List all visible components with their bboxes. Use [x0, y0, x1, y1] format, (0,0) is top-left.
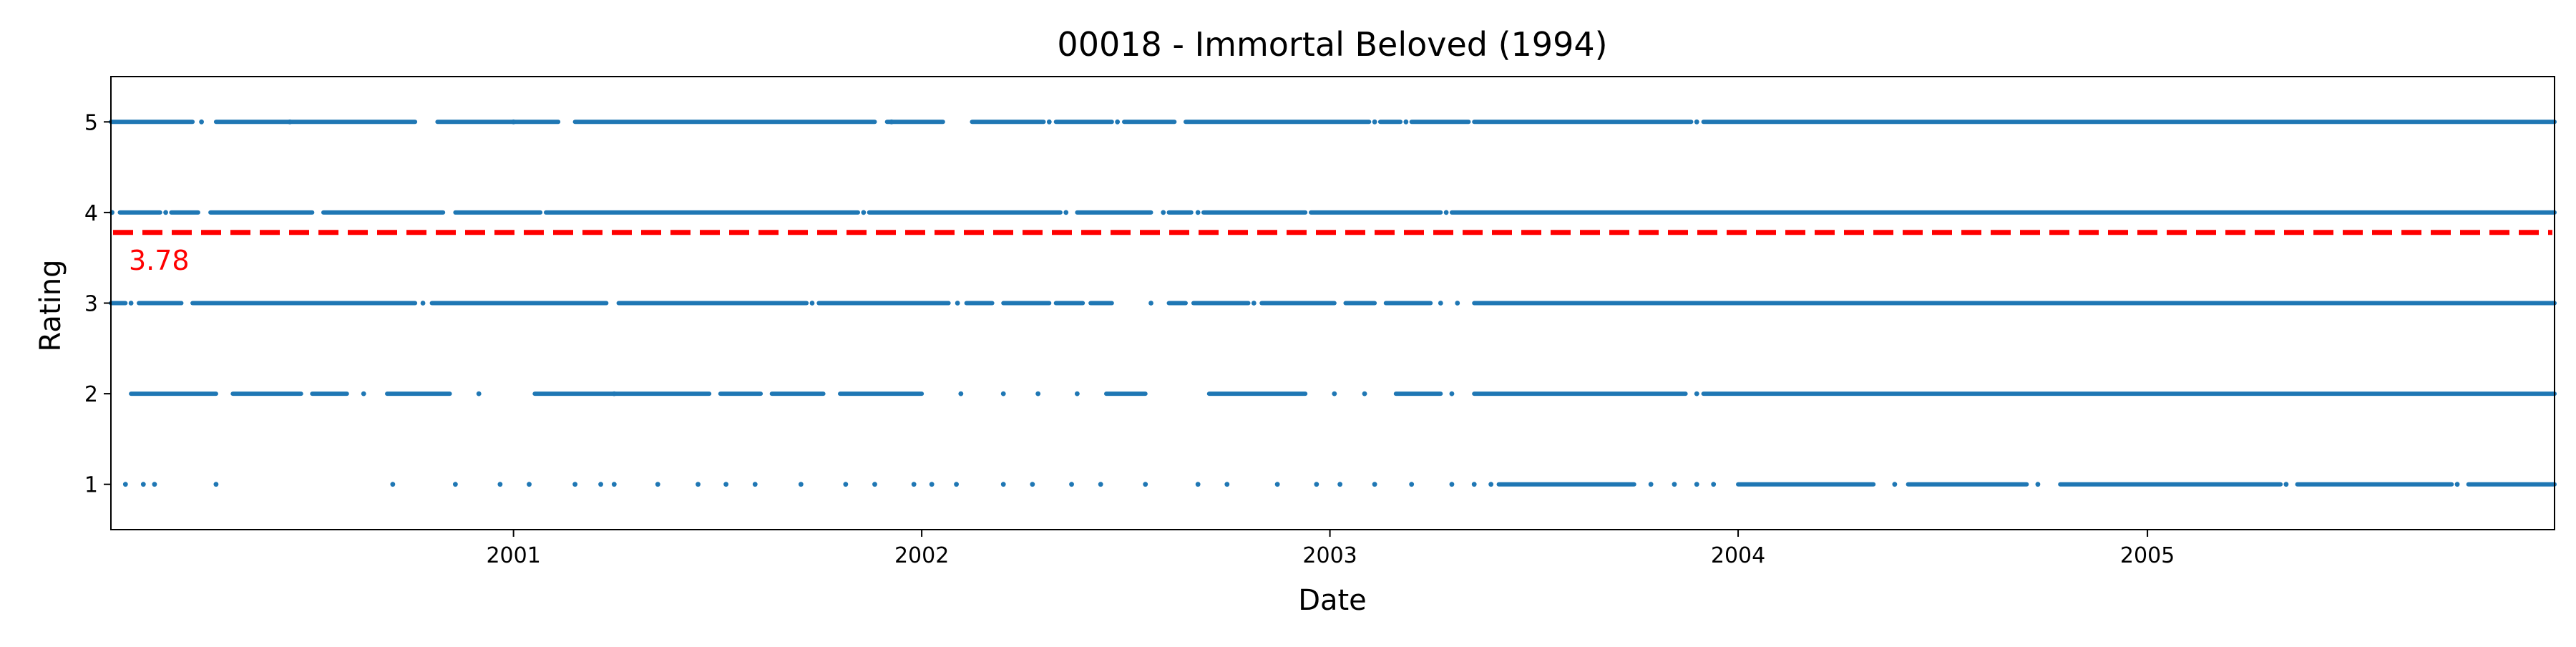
data-point-rating-1	[1337, 482, 1343, 487]
data-point-rating-5	[889, 119, 894, 125]
y-tick-label: 2	[84, 382, 98, 407]
data-point-rating-1	[798, 482, 804, 487]
data-point-rating-1	[2035, 482, 2041, 487]
data-point-rating-2	[1035, 391, 1041, 397]
data-point-rating-1	[152, 482, 157, 487]
data-point-rating-1	[1409, 482, 1415, 487]
data-point-rating-2	[611, 391, 617, 397]
data-point-rating-2	[1332, 391, 1337, 397]
data-point-rating-1	[452, 482, 458, 487]
x-tick-label: 2005	[2120, 543, 2175, 568]
x-axis-label: Date	[1298, 584, 1367, 617]
y-axis-label: Rating	[34, 260, 67, 352]
data-point-rating-3	[420, 301, 426, 306]
data-point-rating-4	[1195, 210, 1201, 215]
data-point-rating-1	[2283, 482, 2289, 487]
data-point-rating-1	[1648, 482, 1654, 487]
data-point-rating-1	[655, 482, 660, 487]
data-point-rating-5	[287, 119, 293, 125]
data-point-rating-1	[572, 482, 578, 487]
data-point-rating-5	[199, 119, 204, 125]
data-point-rating-1	[1000, 482, 1006, 487]
plot-layer	[109, 119, 2557, 487]
data-point-rating-3	[1455, 301, 1460, 306]
data-point-rating-3	[809, 301, 815, 306]
mean-layer: 3.78	[113, 230, 2552, 276]
data-point-rating-3	[955, 301, 960, 306]
data-point-rating-4	[861, 210, 867, 215]
data-point-rating-3	[1148, 301, 1153, 306]
data-point-rating-1	[611, 482, 617, 487]
data-point-rating-1	[1224, 482, 1230, 487]
data-point-rating-2	[1362, 391, 1367, 397]
data-point-rating-1	[752, 482, 758, 487]
data-point-rating-1	[1449, 482, 1455, 487]
x-tick-label: 2003	[1302, 543, 1357, 568]
data-point-rating-5	[1403, 119, 1409, 125]
data-point-rating-1	[1030, 482, 1035, 487]
x-tick-label: 2001	[486, 543, 540, 568]
data-point-rating-3	[128, 301, 134, 306]
data-point-rating-1	[1069, 482, 1074, 487]
data-point-rating-4	[1161, 210, 1166, 215]
data-point-rating-2	[1694, 391, 1699, 397]
data-point-rating-3	[1251, 301, 1257, 306]
data-point-rating-1	[1372, 482, 1377, 487]
data-point-rating-4	[1063, 210, 1069, 215]
data-point-rating-1	[1672, 482, 1677, 487]
data-point-rating-4	[1443, 210, 1449, 215]
data-point-rating-3	[1438, 301, 1443, 306]
x-tick-label: 2002	[894, 543, 949, 568]
data-point-rating-1	[1143, 482, 1148, 487]
y-tick-label: 1	[84, 473, 98, 498]
data-point-rating-5	[1372, 119, 1377, 125]
data-point-rating-5	[1046, 119, 1052, 125]
data-point-rating-2	[958, 391, 964, 397]
data-point-rating-1	[1892, 482, 1898, 487]
y-tick-label: 4	[84, 201, 98, 226]
data-point-rating-2	[361, 391, 366, 397]
x-tick-label: 2004	[1711, 543, 1765, 568]
mean-label: 3.78	[129, 245, 190, 276]
chart-title: 00018 - Immortal Beloved (1994)	[1057, 25, 1607, 64]
data-point-rating-2	[1074, 391, 1080, 397]
data-point-rating-1	[390, 482, 396, 487]
data-point-rating-1	[872, 482, 877, 487]
axis-layer: 2001 2002 2003 2004 2005 1 2 3 4 5	[84, 76, 2555, 568]
y-tick-label: 3	[84, 292, 98, 317]
data-point-rating-1	[598, 482, 603, 487]
data-point-rating-1	[1711, 482, 1717, 487]
data-point-rating-1	[1488, 482, 1494, 487]
data-point-rating-1	[696, 482, 701, 487]
data-point-rating-1	[2454, 482, 2460, 487]
data-point-rating-1	[122, 482, 128, 487]
data-point-rating-1	[1694, 482, 1699, 487]
data-point-rating-1	[1098, 482, 1103, 487]
data-point-rating-1	[527, 482, 532, 487]
data-point-rating-1	[1471, 482, 1477, 487]
data-point-rating-2	[476, 391, 482, 397]
data-point-rating-1	[1195, 482, 1201, 487]
data-point-rating-1	[843, 482, 849, 487]
data-point-rating-1	[1274, 482, 1280, 487]
data-point-rating-1	[497, 482, 503, 487]
data-point-rating-1	[140, 482, 146, 487]
data-point-rating-2	[1000, 391, 1006, 397]
data-point-rating-1	[911, 482, 917, 487]
data-point-rating-1	[954, 482, 959, 487]
data-point-rating-1	[213, 482, 219, 487]
data-point-rating-2	[1449, 391, 1455, 397]
data-point-rating-5	[1115, 119, 1121, 125]
data-point-rating-4	[163, 210, 168, 215]
data-point-rating-1	[929, 482, 935, 487]
data-point-rating-5	[511, 119, 517, 125]
y-tick-label: 5	[84, 110, 98, 135]
data-point-rating-1	[723, 482, 729, 487]
data-point-rating-1	[1314, 482, 1319, 487]
data-point-rating-5	[1694, 119, 1699, 125]
